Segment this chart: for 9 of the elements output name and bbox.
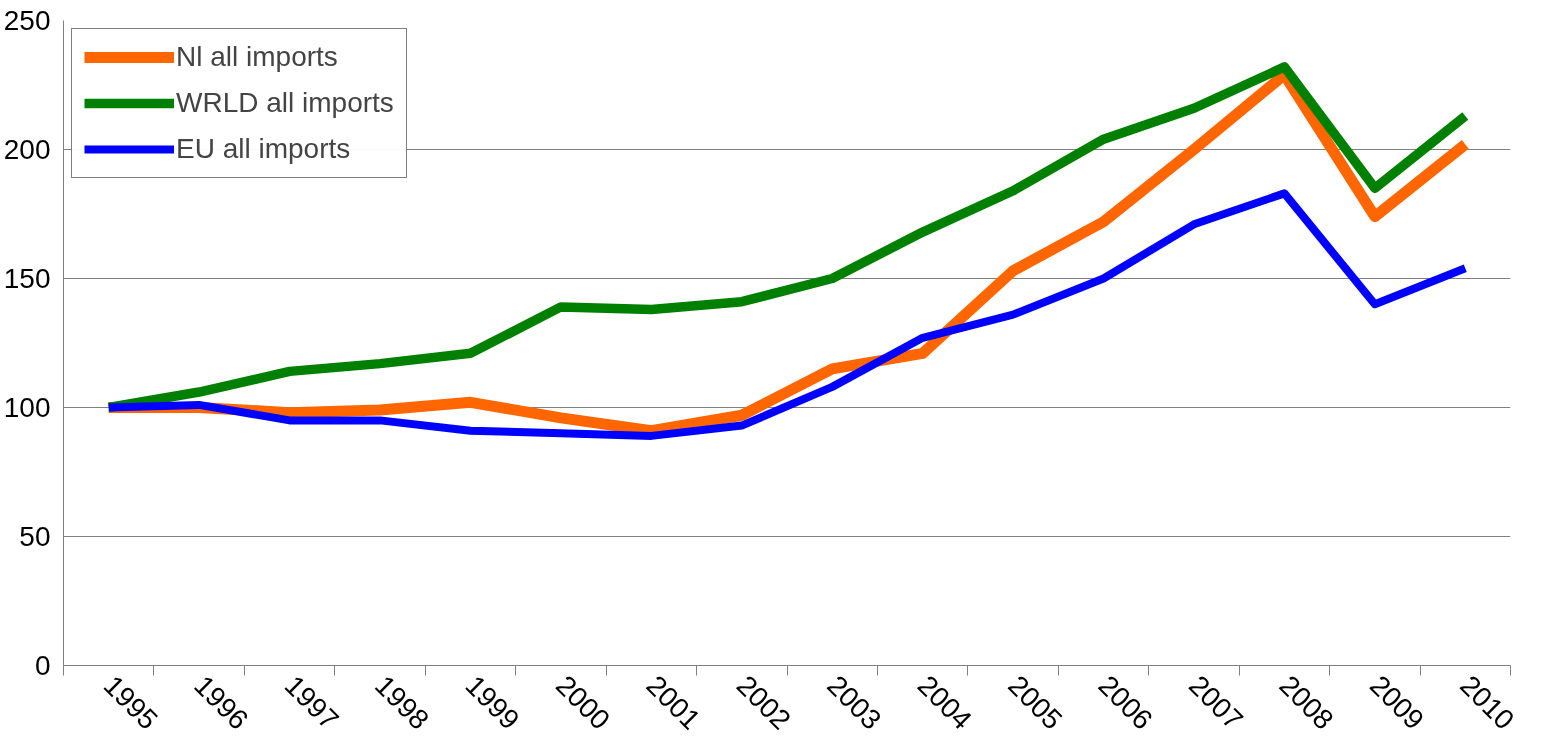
y-tick-label: 100 (3, 392, 51, 423)
y-tick-label: 250 (3, 5, 51, 36)
legend-label: EU all imports (176, 133, 351, 165)
legend-label: Nl all imports (176, 41, 338, 73)
y-tick-label: 50 (19, 521, 51, 552)
y-tick-label: 150 (3, 263, 51, 294)
y-tick-label: 0 (34, 650, 51, 681)
y-tick-label: 200 (3, 134, 51, 165)
legend-label: WRLD all imports (176, 87, 394, 119)
